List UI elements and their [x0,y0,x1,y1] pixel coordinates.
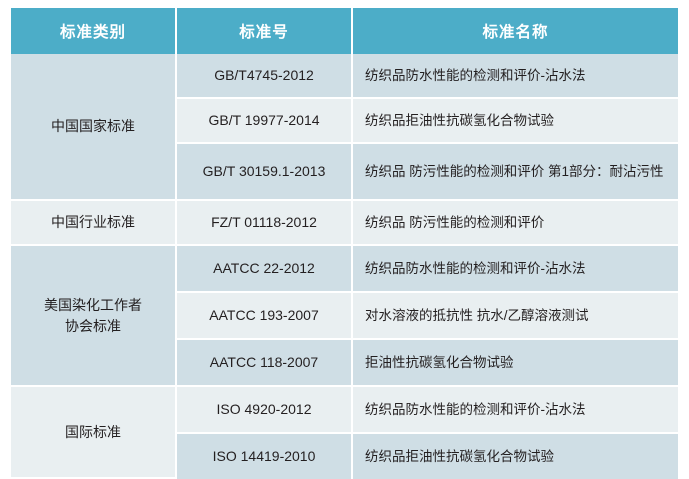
standard-name-cell: 拒油性抗碳氢化合物试验 [353,340,678,387]
table-row: GB/T 19977-2014 纺织品拒油性抗碳氢化合物试验 [11,99,678,144]
table-body: 中国国家标准 GB/T4745-2012 纺织品防水性能的检测和评价-沾水法 G… [11,54,678,479]
standard-name-cell: 纺织品 防污性能的检测和评价 第1部分：耐沾污性 [353,144,678,201]
category-label-line: 美国染化工作者 [44,297,142,314]
standard-number-cell: FZ/T 01118-2012 [177,201,353,246]
category-label-line: 协会标准 [65,317,121,334]
standard-name-cell: 对水溶液的抵抗性 抗水/乙醇溶液测试 [353,293,678,340]
standards-table-container: 标准类别 标准号 标准名称 中国国家标准 GB/T4745-2012 纺织品防水… [11,8,678,479]
category-label-line: 国际标准 [65,423,121,440]
table-row: 美国染化工作者 协会标准 AATCC 22-2012 纺织品防水性能的检测和评价… [11,246,678,387]
standard-name-cell: 纺织品防水性能的检测和评价-沾水法 [353,246,678,293]
standard-number-cell: GB/T 19977-2014 [177,99,353,144]
table-row: 国际标准 ISO 4920-2012 纺织品防水性能的检测和评价-沾水法 [11,387,678,479]
table-row: 中国国家标准 GB/T4745-2012 纺织品防水性能的检测和评价-沾水法 [11,54,678,201]
table-row: 中国行业标准 FZ/T 01118-2012 纺织品 防污性能的检测和评价 [11,201,678,246]
standard-name-cell: 纺织品拒油性抗碳氢化合物试验 [353,99,678,144]
standard-number-cell: AATCC 118-2007 [177,340,353,387]
category-label-line: 中国行业标准 [51,214,135,231]
standard-number-cell: GB/T4745-2012 [177,54,353,99]
standard-number-cell: AATCC 22-2012 [177,246,353,293]
table-header: 标准类别 标准号 标准名称 [11,8,678,54]
category-cell-china-industry: 中国行业标准 [11,201,177,246]
standard-number-cell: GB/T 30159.1-2013 [177,144,353,201]
standard-number-cell: ISO 14419-2010 [177,434,353,479]
column-header-category: 标准类别 [11,8,177,54]
category-label-line: 中国国家标准 [51,118,135,135]
standard-name-cell: 纺织品防水性能的检测和评价-沾水法 [353,54,678,99]
table-row: AATCC 193-2007 对水溶液的抵抗性 抗水/乙醇溶液测试 [11,293,678,340]
category-cell-international: 国际标准 [11,387,177,479]
column-header-name: 标准名称 [353,8,678,54]
category-cell-aatcc: 美国染化工作者 协会标准 [11,246,177,387]
category-cell-china-national: 中国国家标准 [11,54,177,201]
header-row: 标准类别 标准号 标准名称 [11,8,678,54]
standard-name-cell: 纺织品拒油性抗碳氢化合物试验 [353,434,678,479]
standard-number-cell: AATCC 193-2007 [177,293,353,340]
standard-name-cell: 纺织品防水性能的检测和评价-沾水法 [353,387,678,434]
standard-number-cell: ISO 4920-2012 [177,387,353,434]
standard-name-cell: 纺织品 防污性能的检测和评价 [353,201,678,246]
column-header-number: 标准号 [177,8,353,54]
standards-table: 标准类别 标准号 标准名称 中国国家标准 GB/T4745-2012 纺织品防水… [11,8,678,479]
table-row: GB/T 30159.1-2013 纺织品 防污性能的检测和评价 第1部分：耐沾… [11,144,678,201]
table-row: AATCC 118-2007 拒油性抗碳氢化合物试验 [11,340,678,387]
